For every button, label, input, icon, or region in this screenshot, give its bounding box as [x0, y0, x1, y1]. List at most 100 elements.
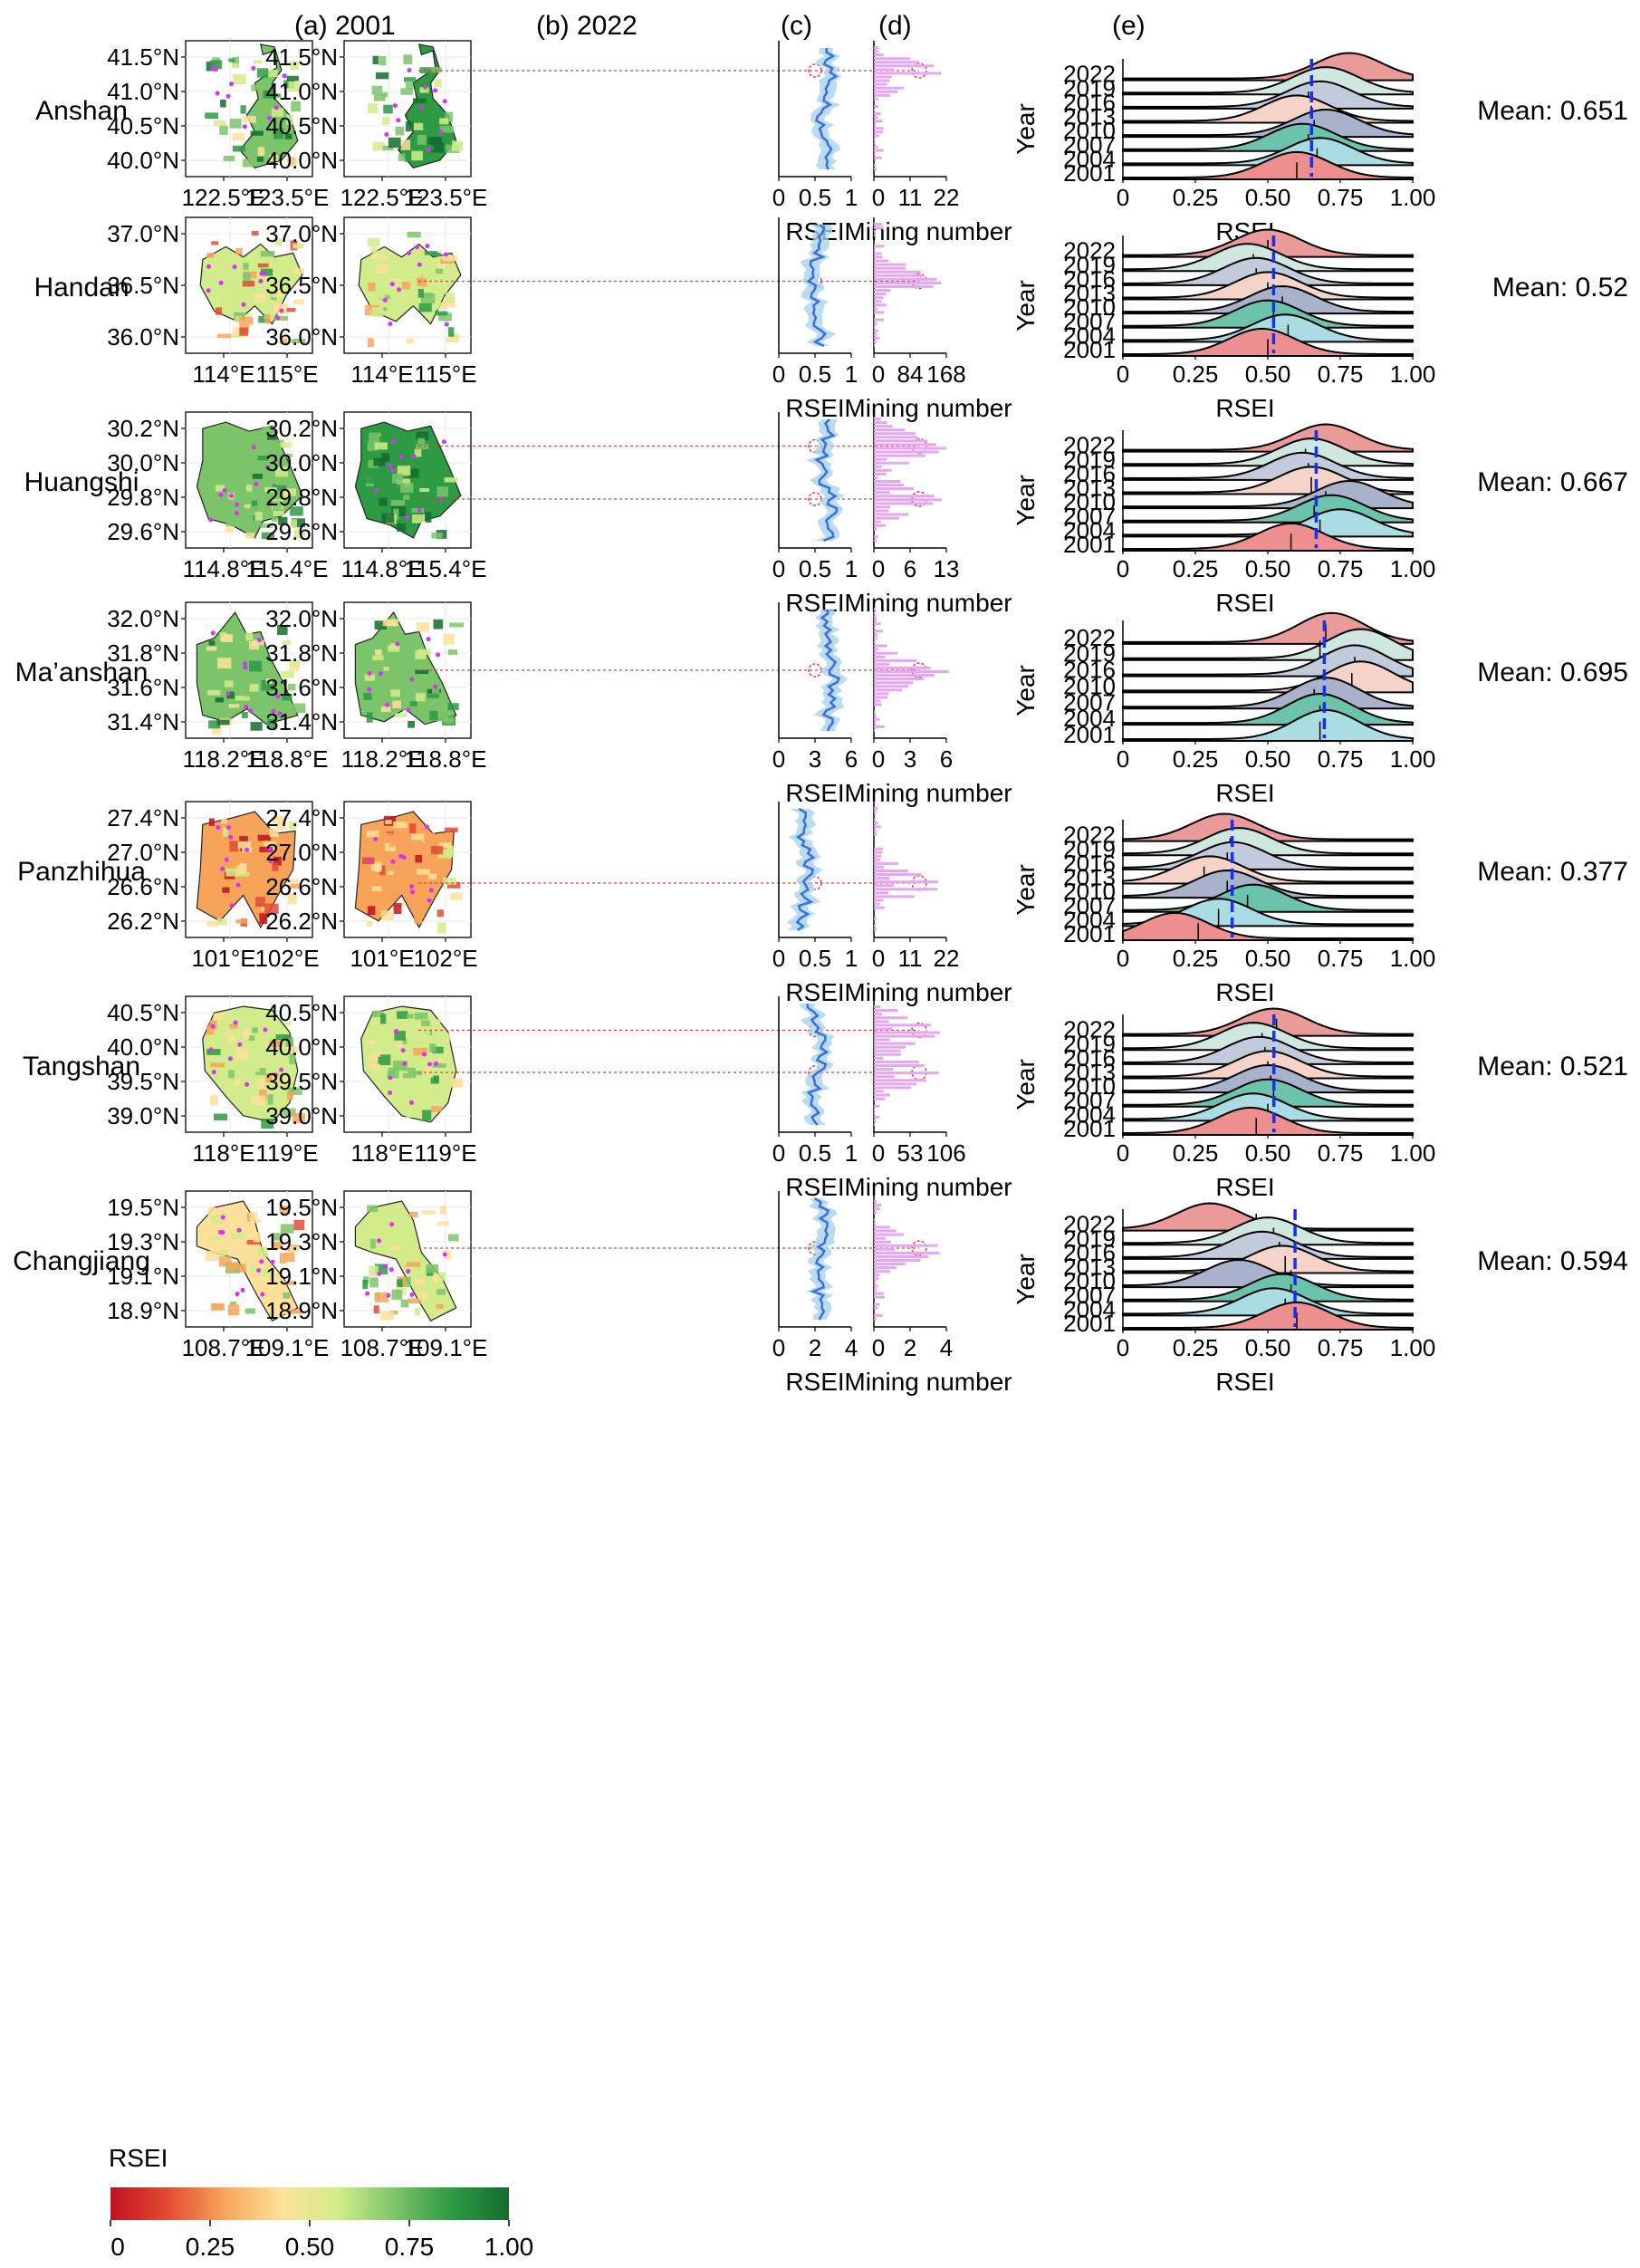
ridge-curve-2016	[1122, 80, 1414, 110]
lon-tick-label: 109.1°E	[404, 1334, 488, 1361]
map-texture-patch	[434, 79, 442, 88]
map-texture-patch	[254, 512, 263, 521]
mining-bar	[874, 1229, 897, 1233]
map-texture-patch	[276, 475, 289, 485]
map-texture-patch	[280, 1077, 293, 1083]
mining-site-dot	[388, 1075, 393, 1081]
map-texture-patch	[392, 273, 399, 280]
mining-bar	[874, 524, 887, 527]
map-texture-patch	[406, 338, 415, 344]
ridge-year-label: 2004	[1063, 145, 1116, 172]
map-texture-patch	[215, 485, 225, 492]
map-texture-patch	[383, 667, 389, 671]
mining-bar	[874, 891, 889, 895]
map-texture-patch	[438, 842, 452, 849]
mining-site-dot	[419, 104, 425, 110]
mining-bar	[874, 498, 943, 502]
map-texture-patch	[416, 693, 426, 702]
mining-bar	[874, 149, 884, 152]
mining-bar	[874, 619, 878, 622]
map-texture-patch	[273, 500, 282, 510]
mining-site-dot	[389, 1222, 395, 1227]
map-texture-patch	[282, 694, 293, 701]
mining-site-dot	[279, 308, 284, 313]
mining-site-dot	[410, 889, 416, 895]
map-texture-patch	[421, 1210, 436, 1215]
mining-bar	[874, 1295, 885, 1299]
mining-site-dot	[220, 866, 225, 871]
mining-bar	[874, 1119, 877, 1122]
mining-site-dot	[442, 1252, 447, 1257]
lon-tick-label: 119°E	[414, 1139, 476, 1167]
map-texture-patch	[437, 849, 452, 859]
map-texture-patch	[414, 1012, 428, 1020]
rsei-tick-label: 1	[845, 184, 858, 211]
rsei-tick-label: 0.5	[799, 1139, 831, 1167]
mining-bar	[874, 1266, 897, 1270]
map-texture-patch	[228, 704, 240, 708]
ridge-x-tick-label: 0	[1117, 945, 1129, 972]
rsei-tick-label: 0	[772, 1139, 785, 1167]
map-texture-patch	[372, 55, 379, 65]
rsei-axis-title: RSEI	[785, 1368, 844, 1396]
map-texture-patch	[264, 903, 279, 914]
map-texture-patch	[446, 337, 459, 343]
map-texture-patch	[249, 660, 263, 672]
mining-bar	[874, 873, 923, 877]
map-texture-patch	[397, 523, 407, 532]
legend-tick-label: 0	[110, 2233, 125, 2261]
map-texture-patch	[405, 151, 418, 162]
mining-site-dot	[407, 67, 412, 72]
mining-bar	[874, 495, 935, 498]
ridge-year-label: 2016	[1063, 265, 1116, 293]
map-texture-patch	[406, 1262, 421, 1267]
ridge-x-tick-label: 0	[1117, 184, 1129, 211]
lat-tick-label: 32.0°N	[265, 605, 338, 632]
mining-bar	[874, 902, 880, 906]
map-texture-patch	[379, 497, 388, 506]
map-texture-patch	[274, 238, 283, 245]
city-name: Anshan	[35, 96, 128, 126]
map-texture-patch	[266, 70, 278, 77]
mining-bar	[874, 1027, 893, 1031]
map-texture-patch	[369, 432, 382, 443]
mining-bar	[874, 527, 878, 531]
city-name: Panzhihua	[17, 857, 146, 887]
ridge-curve-2001	[1122, 1106, 1414, 1136]
map-texture-patch	[242, 273, 251, 282]
city-row-anshan: Anshan41.5°N41.0°N40.5°N40.0°N122.5°E123…	[35, 40, 1628, 245]
map-texture-patch	[373, 1052, 381, 1057]
map-texture-patch	[411, 150, 423, 161]
mining-bar	[874, 1093, 890, 1097]
map-texture-patch	[371, 85, 383, 95]
map-texture-patch	[251, 84, 257, 91]
map-texture-patch	[276, 624, 288, 636]
mining-tick-label: 168	[926, 360, 965, 388]
map-panel-a: 40.5°N 40.0°N 39.5°N 39.0°N 118°E 119°E	[107, 995, 319, 1167]
mining-bar	[874, 858, 881, 861]
mining-site-dot	[273, 105, 279, 111]
map-texture-patch	[209, 443, 217, 452]
map-texture-patch	[417, 274, 424, 284]
mining-tick-label: 0	[872, 555, 885, 582]
mining-site-dot	[444, 322, 449, 327]
map-texture-patch	[362, 1280, 369, 1290]
mean-label: Mean: 0.667	[1477, 467, 1628, 497]
map-texture-patch	[369, 1063, 380, 1071]
map-texture-patch	[419, 1265, 429, 1275]
mining-bar	[874, 123, 877, 127]
lat-tick-label: 40.5°N	[265, 999, 338, 1026]
map-texture-patch	[235, 1049, 248, 1061]
mining-site-dot	[233, 1020, 238, 1025]
map-texture-patch	[242, 1029, 250, 1039]
map-texture-patch	[451, 1078, 464, 1088]
mining-site-dot	[367, 687, 372, 692]
map-texture-patch	[440, 259, 455, 264]
mining-bar	[874, 1072, 939, 1075]
ridge-curve-2001	[1122, 708, 1414, 742]
map-texture-patch	[366, 1040, 376, 1045]
map-texture-patch	[429, 1043, 436, 1053]
mining-site-dot	[215, 91, 220, 96]
mining-bar	[874, 163, 877, 167]
